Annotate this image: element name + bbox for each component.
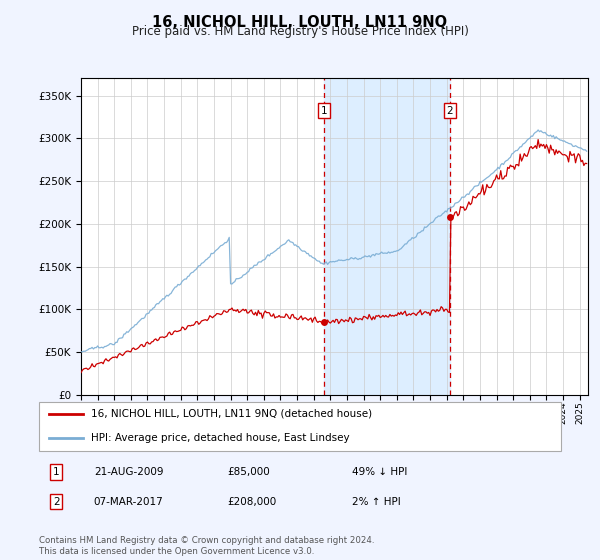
Bar: [325, 78, 449, 395]
Text: Contains HM Land Registry data © Crown copyright and database right 2024.
This d: Contains HM Land Registry data © Crown c…: [39, 536, 374, 556]
Text: 07-MAR-2017: 07-MAR-2017: [94, 497, 164, 507]
Text: 1: 1: [321, 106, 328, 116]
Text: Price paid vs. HM Land Registry's House Price Index (HPI): Price paid vs. HM Land Registry's House …: [131, 25, 469, 38]
Text: 2% ↑ HPI: 2% ↑ HPI: [352, 497, 401, 507]
Text: 16, NICHOL HILL, LOUTH, LN11 9NQ (detached house): 16, NICHOL HILL, LOUTH, LN11 9NQ (detach…: [91, 409, 373, 419]
Text: HPI: Average price, detached house, East Lindsey: HPI: Average price, detached house, East…: [91, 433, 350, 444]
FancyBboxPatch shape: [39, 402, 561, 451]
Text: 21-AUG-2009: 21-AUG-2009: [94, 468, 163, 478]
Text: 49% ↓ HPI: 49% ↓ HPI: [352, 468, 407, 478]
Text: 2: 2: [53, 497, 59, 507]
Text: 2: 2: [446, 106, 453, 116]
Text: £208,000: £208,000: [227, 497, 276, 507]
Text: £85,000: £85,000: [227, 468, 269, 478]
Text: 1: 1: [53, 468, 59, 478]
Text: 16, NICHOL HILL, LOUTH, LN11 9NQ: 16, NICHOL HILL, LOUTH, LN11 9NQ: [152, 15, 448, 30]
